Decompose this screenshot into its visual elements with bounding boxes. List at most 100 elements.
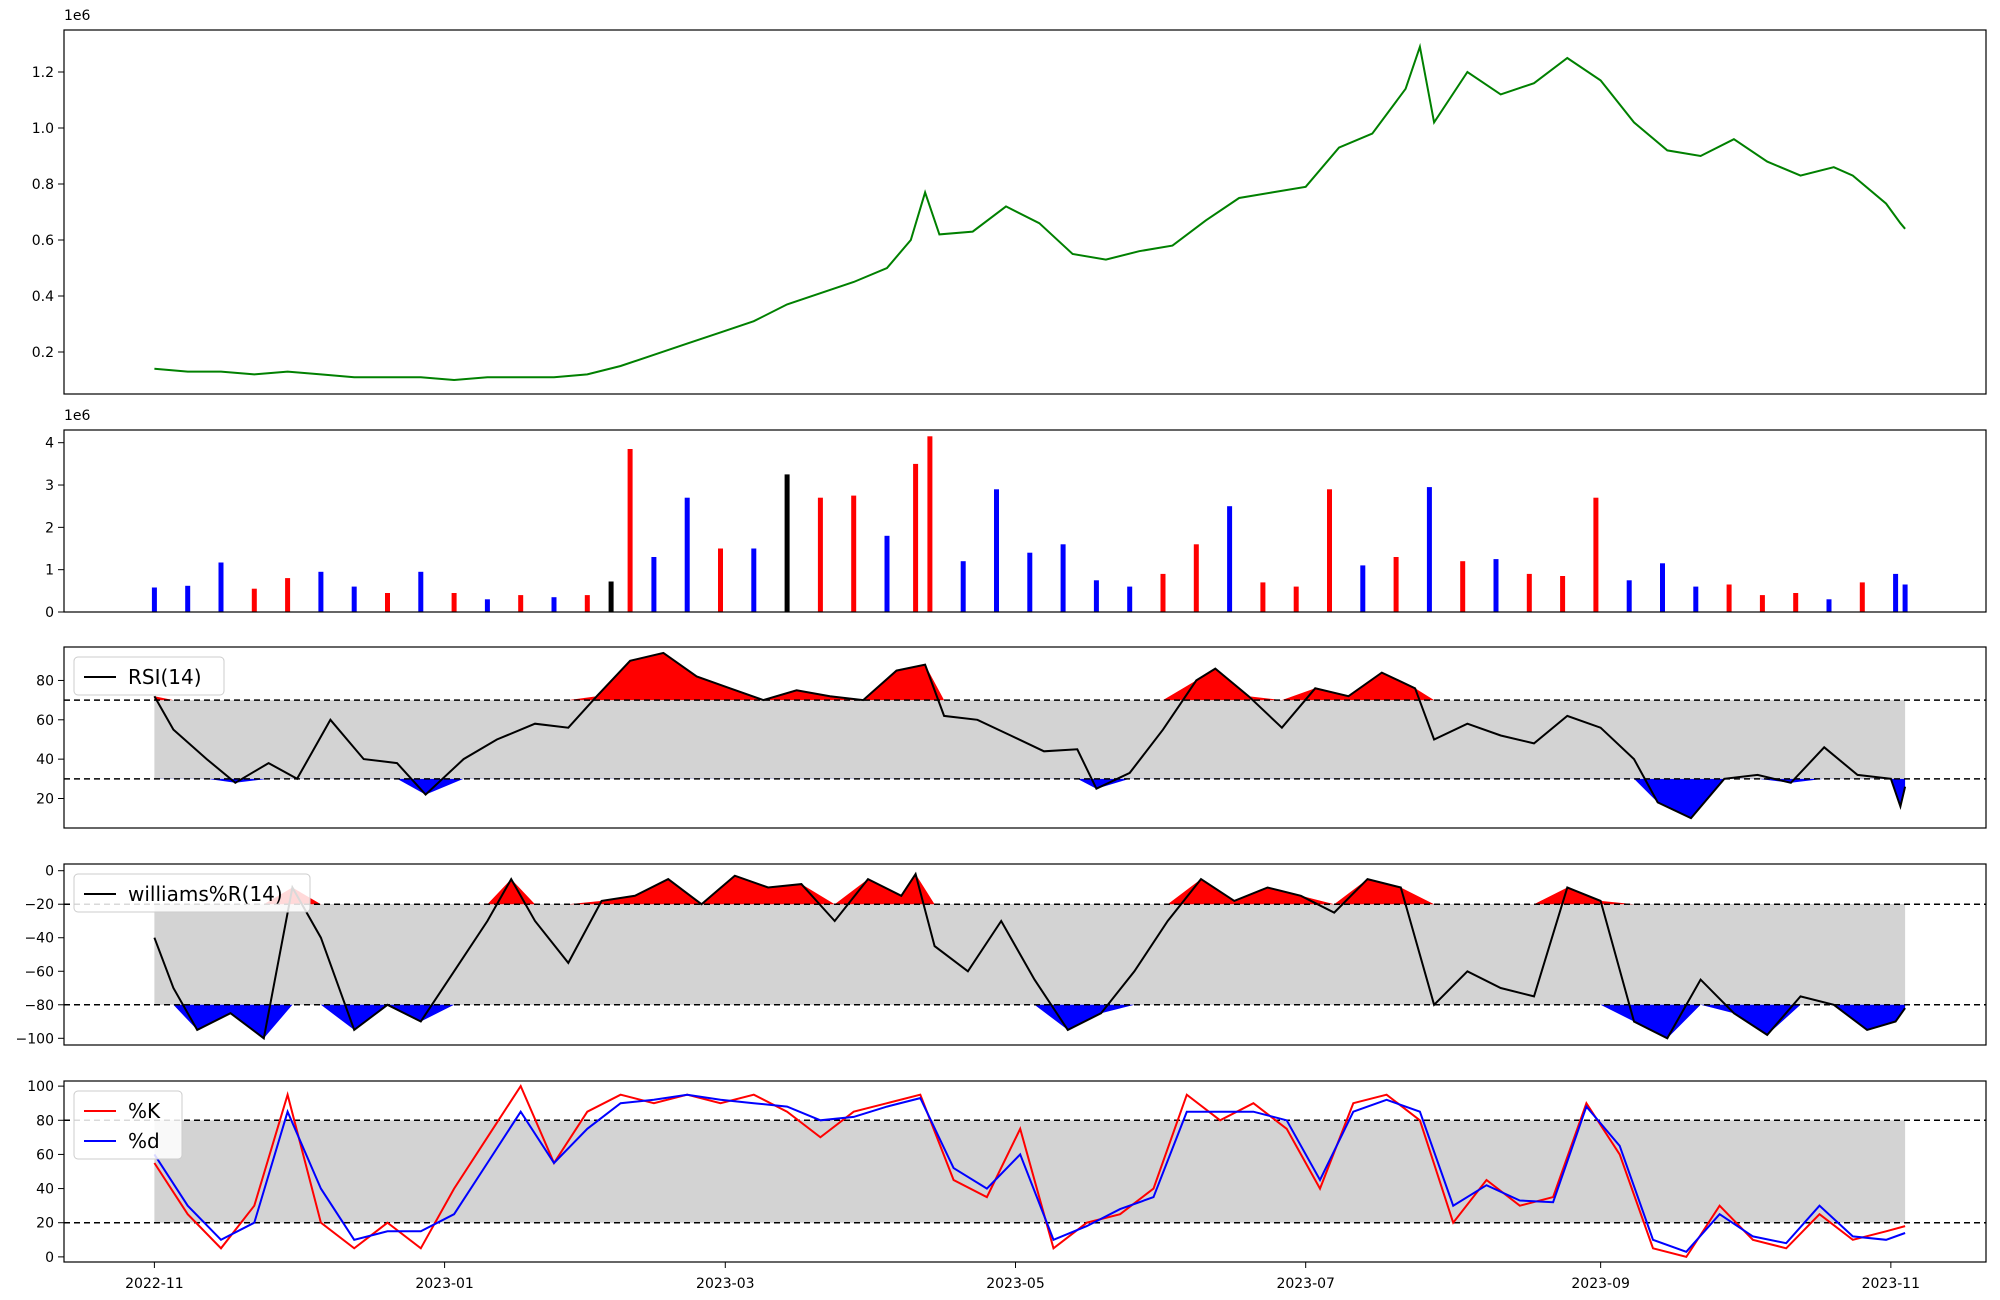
volume-bar — [784, 474, 790, 612]
y-tick-label: −20 — [24, 897, 54, 913]
volume-bar — [551, 597, 557, 612]
axis-offset-text: 1e6 — [64, 8, 91, 24]
volume-bar — [851, 495, 857, 612]
x-tick-label: 2023-03 — [696, 1276, 755, 1292]
volume-bar — [1227, 506, 1233, 612]
y-tick-label: 0.6 — [32, 233, 54, 249]
volume-bar — [1693, 586, 1699, 612]
volume-bar — [1593, 497, 1599, 612]
axis-offset-text: 1e6 — [64, 408, 91, 424]
price-panel: 0.2 0.4 0.6 0.8 1.0 1.2 1e6 — [32, 8, 1987, 395]
y-tick-label: 80 — [36, 1113, 54, 1129]
y-tick-label: 80 — [36, 673, 54, 689]
volume-bar — [1393, 557, 1399, 612]
volume-bar — [385, 593, 390, 612]
volume-bar — [1726, 584, 1732, 612]
volume-bar — [1460, 561, 1466, 612]
rsi-panel: 20 40 60 80 RSI(14) — [36, 646, 1987, 829]
y-tick-label: 1.0 — [32, 121, 54, 137]
y-tick-label: 60 — [36, 713, 54, 729]
volume-bar — [960, 561, 966, 612]
neutral-band — [154, 904, 1906, 1005]
volume-bar — [251, 588, 257, 612]
volume-bar — [518, 595, 524, 612]
y-tick-label: 0 — [45, 864, 54, 880]
axes-frame — [63, 863, 1987, 1046]
x-tick-label: 2023-05 — [986, 1276, 1045, 1292]
volume-bar — [1360, 565, 1366, 612]
volume-bar — [218, 562, 224, 612]
volume-bar — [351, 586, 357, 612]
volume-bar — [927, 436, 933, 612]
legend-label: %K — [128, 1099, 161, 1123]
y-tick-label: 0 — [45, 1250, 54, 1266]
volume-bar — [651, 557, 657, 612]
volume-bar — [994, 489, 999, 612]
volume-bar — [718, 548, 723, 612]
volume-bar — [285, 578, 291, 612]
volume-bar — [185, 585, 191, 612]
volume-bar — [1626, 580, 1632, 612]
volume-bar — [1759, 595, 1765, 612]
volume-bar — [608, 581, 614, 612]
x-tick-label: 2022-11 — [125, 1276, 184, 1292]
volume-bar — [684, 497, 690, 612]
legend-label: %d — [128, 1129, 160, 1153]
volume-bar — [318, 571, 324, 612]
volume-bar — [913, 463, 919, 612]
legend-label: williams%R(14) — [128, 882, 283, 906]
volume-bar — [484, 599, 490, 612]
y-tick-label: 0.2 — [32, 345, 54, 361]
x-tick-label: 2023-09 — [1571, 1276, 1630, 1292]
volume-bar — [451, 593, 457, 612]
volume-bar — [1493, 559, 1499, 612]
volume-bar — [751, 548, 757, 612]
volume-bar — [1826, 599, 1832, 612]
axes-frame — [63, 646, 1987, 829]
volume-bar — [584, 595, 590, 612]
overbought-fill — [154, 874, 1906, 905]
y-tick-label: 60 — [36, 1147, 54, 1163]
volume-panel: 0 1 2 3 4 1e6 — [45, 408, 1987, 621]
volume-bar — [1327, 489, 1332, 612]
overbought-fill — [154, 652, 1906, 701]
volume-bar — [1293, 586, 1299, 612]
y-tick-label: −80 — [24, 998, 54, 1014]
stochastic-panel: 0 20 40 60 80 100 %K %d — [27, 1079, 1987, 1266]
volume-bar — [1160, 573, 1166, 612]
volume-bar — [1060, 544, 1066, 612]
axes-frame — [63, 429, 1987, 613]
volume-bar — [627, 449, 633, 612]
k-line — [153, 1083, 1906, 1259]
y-tick-label: 3 — [45, 478, 54, 494]
oscillator-line — [153, 651, 1907, 820]
shared-x-axis: 2022-11 2023-01 2023-03 2023-05 2023-07 2023-… — [125, 1262, 1920, 1292]
y-tick-label: 40 — [36, 1182, 54, 1198]
legend-box — [73, 873, 311, 913]
williams-r-panel: −100 −80 −60 −40 −20 0 williams%R(14) — [16, 863, 1987, 1047]
y-tick-label: 2 — [45, 520, 54, 536]
price-line — [154, 42, 1906, 382]
volume-bar — [1426, 487, 1432, 612]
y-tick-label: 4 — [45, 436, 54, 452]
volume-bar — [1193, 544, 1199, 612]
volume-bar — [1560, 576, 1566, 612]
volume-bar — [1127, 586, 1133, 612]
neutral-band — [154, 700, 1906, 779]
x-tick-label: 2023-07 — [1276, 1276, 1335, 1292]
volume-bar — [817, 497, 823, 612]
volume-bar — [1526, 573, 1532, 612]
volume-bar — [1902, 584, 1908, 612]
volume-bar — [1660, 563, 1665, 612]
volume-bar — [1893, 573, 1899, 612]
y-tick-label: 0.8 — [32, 177, 54, 193]
y-tick-label: 0 — [45, 605, 54, 621]
y-tick-label: 40 — [36, 752, 54, 768]
axes-frame — [63, 1080, 1987, 1263]
y-tick-label: 1 — [45, 563, 54, 579]
legend-label: RSI(14) — [128, 665, 202, 689]
y-tick-label: 20 — [36, 1216, 54, 1232]
oscillator-line — [153, 871, 1906, 1041]
volume-bar — [1027, 552, 1033, 612]
